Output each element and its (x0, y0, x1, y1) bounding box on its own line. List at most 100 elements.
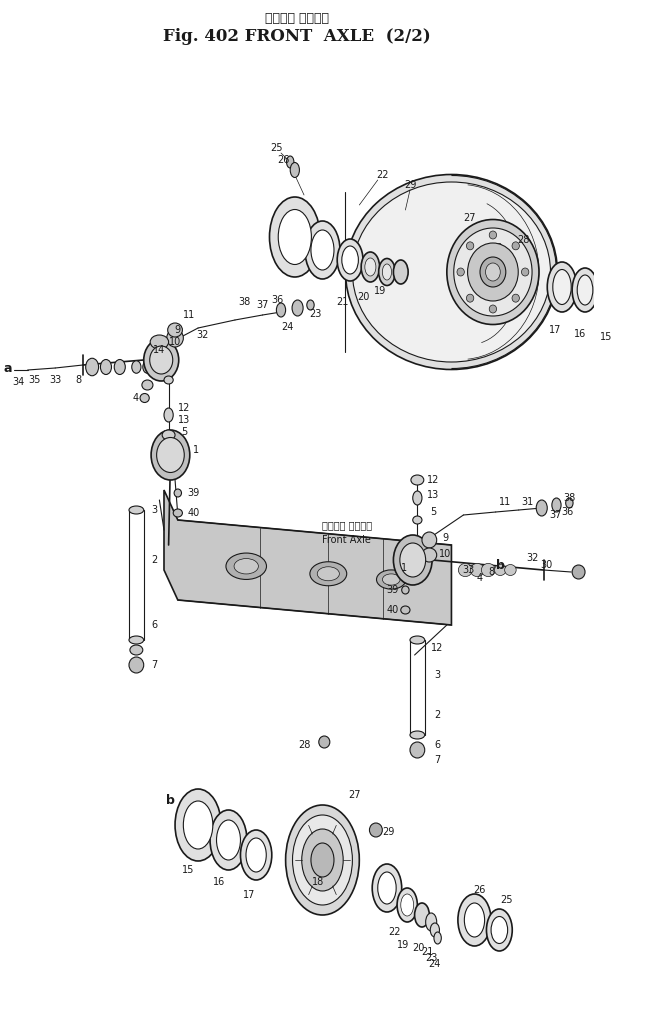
Ellipse shape (491, 917, 508, 943)
Circle shape (521, 268, 529, 276)
Ellipse shape (150, 335, 168, 349)
Text: 5: 5 (181, 427, 188, 437)
Text: 36: 36 (561, 506, 573, 517)
Ellipse shape (600, 280, 613, 304)
Ellipse shape (217, 820, 241, 860)
Text: 31: 31 (522, 497, 534, 506)
Circle shape (457, 268, 464, 276)
Ellipse shape (481, 563, 495, 576)
Text: 10: 10 (169, 337, 181, 347)
Ellipse shape (143, 361, 152, 373)
Ellipse shape (144, 339, 179, 381)
Text: 33: 33 (49, 375, 61, 385)
Ellipse shape (410, 731, 424, 739)
Text: Front Axle: Front Axle (322, 535, 372, 545)
Text: 30: 30 (541, 560, 553, 570)
Text: Fig. 402 FRONT  AXLE  (2/2): Fig. 402 FRONT AXLE (2/2) (163, 27, 431, 45)
Ellipse shape (393, 535, 432, 585)
Text: 17: 17 (243, 890, 255, 900)
Ellipse shape (422, 532, 437, 548)
Text: 25: 25 (270, 143, 283, 153)
Text: 6: 6 (435, 741, 441, 750)
Ellipse shape (464, 903, 484, 937)
Ellipse shape (293, 815, 352, 905)
Text: 8: 8 (488, 567, 494, 577)
Text: 33: 33 (462, 565, 474, 575)
Text: 28: 28 (517, 235, 530, 245)
Text: 19: 19 (397, 940, 410, 950)
Ellipse shape (382, 574, 400, 586)
Text: 3: 3 (152, 505, 158, 515)
Text: 7: 7 (435, 755, 441, 765)
Ellipse shape (167, 329, 183, 347)
Text: 3: 3 (435, 670, 441, 680)
Ellipse shape (566, 498, 573, 508)
Circle shape (512, 242, 519, 250)
Ellipse shape (552, 498, 561, 512)
Ellipse shape (397, 888, 417, 922)
Text: 37: 37 (257, 300, 269, 310)
Ellipse shape (352, 182, 550, 362)
Text: 27: 27 (348, 790, 361, 800)
Ellipse shape (453, 228, 532, 316)
Ellipse shape (278, 210, 312, 264)
Text: 16: 16 (574, 329, 586, 339)
Text: 39: 39 (386, 585, 399, 595)
Text: 35: 35 (28, 375, 40, 385)
Text: 29: 29 (382, 827, 395, 837)
Ellipse shape (311, 230, 334, 270)
Text: 24: 24 (428, 959, 440, 969)
Ellipse shape (157, 438, 184, 472)
Text: 32: 32 (197, 330, 209, 340)
Ellipse shape (241, 830, 272, 880)
Ellipse shape (547, 262, 577, 312)
Circle shape (512, 294, 519, 302)
Polygon shape (164, 490, 452, 625)
Text: 14: 14 (154, 345, 166, 355)
Ellipse shape (174, 509, 183, 517)
Ellipse shape (434, 932, 441, 944)
Ellipse shape (210, 810, 247, 870)
Text: 22: 22 (388, 927, 401, 937)
Ellipse shape (401, 894, 413, 916)
Text: 11: 11 (499, 497, 511, 506)
Text: 40: 40 (386, 605, 399, 615)
Ellipse shape (305, 221, 340, 279)
Text: 39: 39 (187, 488, 199, 498)
Circle shape (466, 294, 474, 302)
Text: 40: 40 (187, 508, 199, 518)
Ellipse shape (430, 923, 439, 937)
Text: 28: 28 (298, 741, 310, 750)
Ellipse shape (164, 376, 174, 384)
Ellipse shape (174, 489, 181, 497)
Ellipse shape (415, 903, 430, 927)
Ellipse shape (140, 393, 149, 402)
Text: 2: 2 (152, 555, 158, 565)
Ellipse shape (286, 805, 359, 915)
Ellipse shape (130, 645, 143, 655)
Ellipse shape (302, 829, 343, 891)
Ellipse shape (311, 843, 334, 877)
Ellipse shape (400, 543, 426, 577)
Text: 7: 7 (152, 660, 158, 670)
Ellipse shape (572, 268, 598, 312)
Ellipse shape (361, 252, 380, 282)
Ellipse shape (486, 909, 512, 951)
Ellipse shape (270, 197, 320, 277)
Ellipse shape (365, 258, 376, 276)
Text: 6: 6 (152, 620, 158, 630)
Text: 4: 4 (132, 393, 139, 403)
Ellipse shape (459, 563, 472, 576)
Ellipse shape (372, 864, 402, 912)
Text: 36: 36 (271, 295, 283, 305)
Ellipse shape (401, 606, 410, 614)
Ellipse shape (382, 264, 392, 280)
Circle shape (489, 231, 497, 239)
Ellipse shape (426, 913, 437, 931)
Text: 15: 15 (600, 332, 612, 342)
Ellipse shape (132, 361, 141, 373)
Ellipse shape (292, 300, 303, 316)
Text: 38: 38 (563, 493, 575, 503)
Text: 26: 26 (473, 885, 485, 895)
Text: 1: 1 (401, 563, 406, 573)
